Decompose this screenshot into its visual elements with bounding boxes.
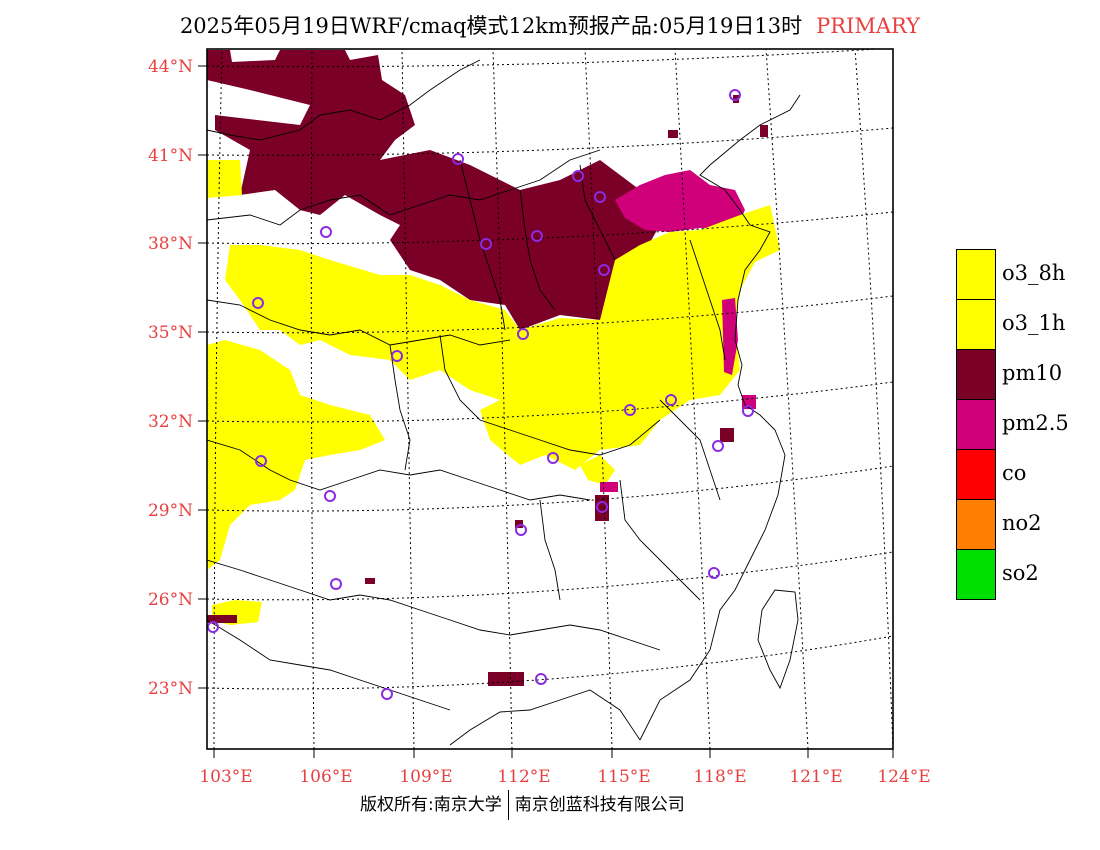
lat-label: 23°N — [148, 679, 193, 699]
legend-swatch — [956, 299, 996, 350]
station-marker — [665, 394, 677, 406]
lon-label: 124°E — [877, 767, 930, 787]
lat-label: 44°N — [148, 57, 193, 77]
station-marker — [320, 226, 332, 238]
latitude-labels: 44°N 41°N 38°N 35°N 32°N 29°N 26°N 23°N — [148, 57, 193, 699]
graticule — [207, 49, 893, 749]
station-marker — [452, 153, 464, 165]
station-marker — [572, 170, 584, 182]
station-marker — [624, 404, 636, 416]
station-marker — [531, 230, 543, 242]
map-content — [207, 49, 893, 749]
province-boundaries — [207, 59, 801, 746]
legend-label: o3_8h — [1002, 261, 1066, 285]
longitude-labels: 103°E 106°E 109°E 112°E 115°E 118°E 121°… — [199, 767, 930, 787]
legend-label: no2 — [1002, 511, 1042, 535]
lat-label: 41°N — [148, 146, 193, 166]
lon-label: 115°E — [597, 767, 650, 787]
copyright-left: 版权所有:南京大学 — [360, 795, 502, 815]
station-marker — [596, 501, 608, 513]
station-marker — [729, 89, 741, 101]
map-title: 2025年05月19日WRF/cmaq模式12km预报产品:05月19日13时 P… — [0, 10, 1100, 40]
lat-label: 35°N — [148, 323, 193, 343]
station-marker — [252, 297, 264, 309]
station-marker — [517, 328, 529, 340]
station-marker — [742, 405, 754, 417]
lon-label: 118°E — [693, 767, 746, 787]
legend-swatch — [956, 399, 996, 450]
station-marker — [207, 621, 219, 633]
copyright-footer: 版权所有:南京大学 南京创蓝科技有限公司 — [360, 790, 685, 820]
station-marker — [712, 440, 724, 452]
legend-label: so2 — [1002, 561, 1039, 585]
footer-divider — [507, 790, 509, 820]
station-marker — [381, 688, 393, 700]
station-marker — [594, 191, 606, 203]
map-title-tag: PRIMARY — [816, 14, 921, 38]
station-marker — [324, 490, 336, 502]
station-marker — [255, 455, 267, 467]
legend-swatch — [956, 249, 996, 300]
station-marker — [391, 350, 403, 362]
map-title-text: 2025年05月19日WRF/cmaq模式12km预报产品:05月19日13时 — [179, 14, 803, 38]
lon-label: 106°E — [299, 767, 352, 787]
legend-label: pm10 — [1002, 361, 1063, 385]
station-marker — [535, 673, 547, 685]
copyright-right: 南京创蓝科技有限公司 — [514, 795, 685, 815]
legend-swatch — [956, 349, 996, 400]
station-marker — [330, 578, 342, 590]
legend-label: pm2.5 — [1002, 411, 1069, 435]
station-marker — [547, 452, 559, 464]
coastline-south — [449, 689, 641, 746]
legend-swatch — [956, 499, 996, 550]
pm10-region-north — [207, 50, 660, 330]
coastline — [639, 94, 801, 741]
map-frame — [206, 48, 894, 750]
lon-label: 112°E — [497, 767, 550, 787]
lat-label: 38°N — [148, 234, 193, 254]
lat-label: 32°N — [148, 412, 193, 432]
pm25-region-north — [615, 170, 745, 232]
lat-label: 26°N — [148, 590, 193, 610]
lon-label: 103°E — [199, 767, 252, 787]
lon-label: 121°E — [789, 767, 842, 787]
legend-label: co — [1002, 461, 1027, 485]
lon-label: 109°E — [399, 767, 452, 787]
station-marker — [598, 264, 610, 276]
station-marker — [515, 524, 527, 536]
taiwan-outline — [757, 589, 799, 690]
axis-ticks — [198, 65, 894, 758]
station-markers — [207, 89, 754, 700]
lat-label: 29°N — [148, 501, 193, 521]
pm25-coastal-strip — [722, 298, 738, 375]
legend-swatch — [956, 549, 996, 600]
scattered-patches — [207, 95, 768, 686]
legend-swatch — [956, 449, 996, 500]
station-marker — [708, 567, 720, 579]
station-marker — [480, 238, 492, 250]
legend-label: o3_1h — [1002, 311, 1066, 335]
